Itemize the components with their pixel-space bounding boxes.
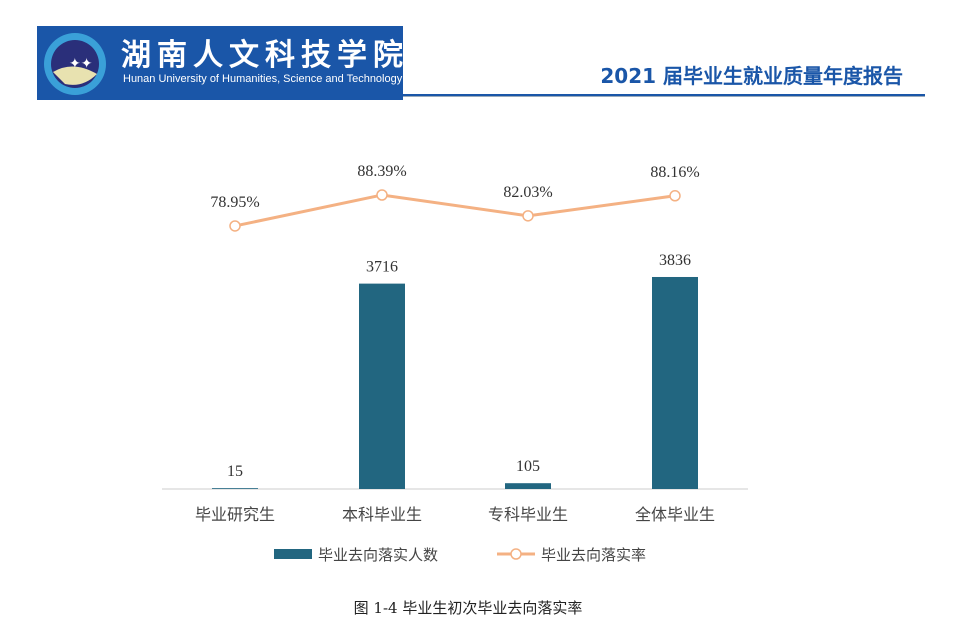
rate-point (376, 189, 388, 201)
university-name-en: Hunan University of Humanities, Science … (123, 73, 403, 85)
x-tick-label: 专科毕业生 (488, 505, 568, 524)
bar (505, 483, 551, 489)
rate-point (229, 220, 241, 232)
x-tick-label: 毕业研究生 (195, 505, 275, 524)
bar (359, 283, 405, 489)
header-rule (403, 94, 925, 97)
legend-line-marker (510, 548, 522, 560)
bar-label: 105 (516, 458, 540, 475)
legend-bar-swatch (274, 549, 312, 559)
university-logo-icon: ✦✦ (44, 33, 106, 95)
rate-label: 88.16% (650, 164, 699, 181)
legend-bar-label: 毕业去向落实人数 (318, 546, 438, 564)
svg-text:✦✦: ✦✦ (69, 56, 93, 72)
rate-line (234, 193, 676, 228)
bar-label: 15 (227, 463, 243, 480)
rate-point (522, 210, 534, 222)
bar-label: 3836 (659, 252, 691, 269)
rate-label: 88.39% (357, 163, 406, 180)
legend-line-label: 毕业去向落实率 (541, 546, 646, 564)
bar (212, 488, 258, 489)
figure-caption: 图 1-4 毕业生初次毕业去向落实率 (353, 599, 583, 617)
university-name-cn: 湖南人文科技学院 (121, 38, 409, 73)
rate-label: 78.95% (210, 194, 259, 211)
report-title: 2021 届毕业生就业质量年度报告 (600, 64, 903, 88)
x-tick-label: 全体毕业生 (635, 505, 715, 524)
x-tick-label: 本科毕业生 (342, 505, 422, 524)
bar (652, 276, 698, 489)
rate-point (669, 190, 681, 202)
rate-label: 82.03% (503, 184, 552, 201)
bar-label: 3716 (366, 259, 398, 276)
university-banner: ✦✦ 湖南人文科技学院 Hunan University of Humaniti… (37, 26, 403, 100)
chart: 15 毕业研究生 3716 本科毕业生 105 专科毕业生 3836 全体毕业生 78.95% 8… (162, 163, 748, 564)
